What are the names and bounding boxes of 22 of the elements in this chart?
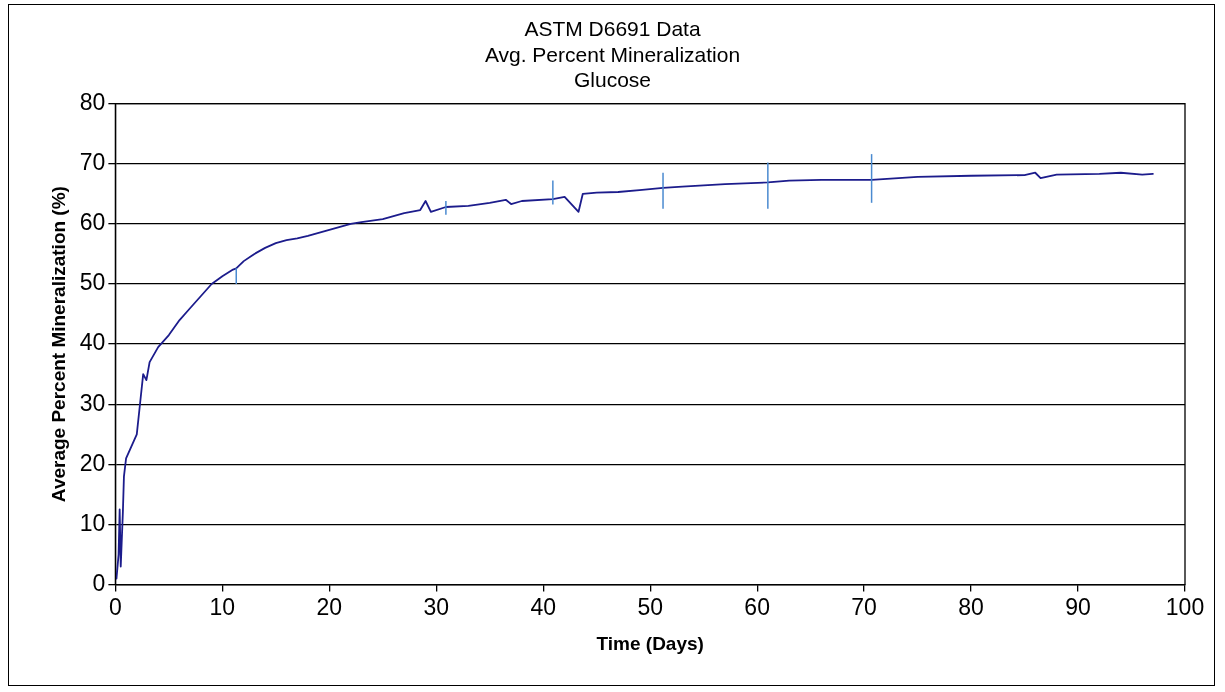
x-tick-label: 70: [851, 593, 877, 620]
y-axis-title: Average Percent Mineralization (%): [47, 186, 69, 503]
chart-title: ASTM D6691 Data Avg. Percent Mineralization Glucose: [484, 17, 741, 91]
y-tick-label: 50: [79, 269, 106, 296]
y-tick-label: 60: [79, 209, 106, 236]
x-tick-label: 10: [209, 593, 236, 620]
x-tick-label: 30: [423, 593, 450, 620]
x-tick-label: 60: [744, 593, 770, 620]
y-tick-label: 80: [79, 88, 106, 115]
y-tick-label: 10: [79, 509, 106, 536]
y-tick-label: 70: [79, 149, 106, 176]
y-tick-label: 0: [92, 569, 106, 596]
x-tick-label: 40: [530, 593, 557, 620]
y-tick-label: 40: [79, 329, 106, 356]
x-tick-label: 90: [1065, 593, 1091, 620]
x-tick-label: 80: [958, 593, 984, 620]
y-tick-label: 30: [79, 389, 106, 416]
x-tick-label: 100: [1165, 593, 1205, 620]
x-axis-title: Time (Days): [596, 632, 704, 654]
x-tick-label: 20: [316, 593, 343, 620]
y-tick-label: 20: [79, 449, 106, 476]
x-tick-label: 50: [637, 593, 663, 620]
